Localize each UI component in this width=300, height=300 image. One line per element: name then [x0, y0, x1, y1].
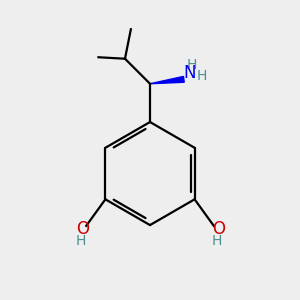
Text: N: N [183, 64, 195, 82]
Text: O: O [212, 220, 225, 238]
Text: H: H [186, 58, 197, 72]
Text: H: H [76, 234, 86, 248]
Text: H: H [196, 69, 207, 83]
Polygon shape [150, 76, 184, 84]
Text: O: O [76, 220, 89, 238]
Text: H: H [212, 234, 222, 248]
